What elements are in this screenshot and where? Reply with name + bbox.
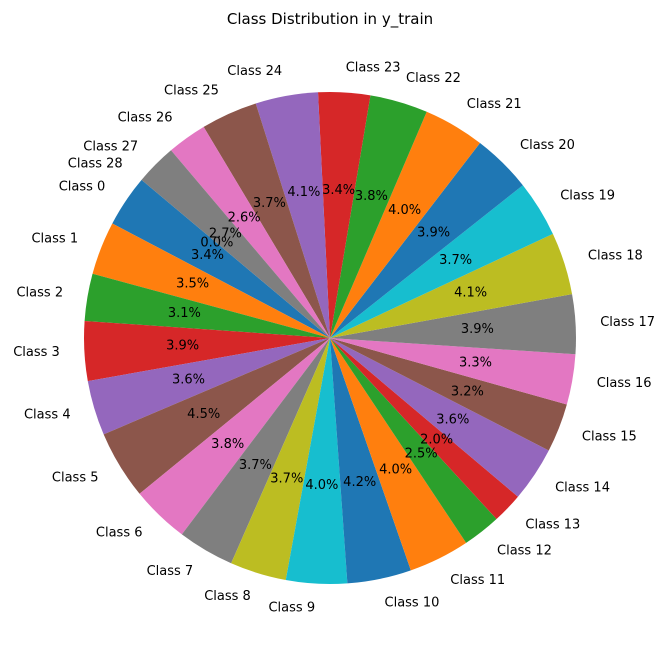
- slice-percent-class-20: 3.9%: [417, 225, 450, 240]
- slice-percent-class-0: 3.4%: [191, 248, 224, 263]
- slice-percent-class-11: 4.0%: [379, 463, 412, 478]
- slice-label-class-16: Class 16: [597, 376, 652, 391]
- slice-label-class-23: Class 23: [346, 60, 401, 75]
- pie-slice-class-20: [330, 143, 523, 338]
- slice-percent-class-22: 3.8%: [355, 189, 388, 204]
- slice-percent-class-27: 2.7%: [209, 226, 242, 241]
- slice-percent-class-15: 3.2%: [451, 385, 484, 400]
- slice-label-class-21: Class 21: [467, 97, 522, 112]
- slice-label-class-24: Class 24: [227, 64, 282, 79]
- pie-slice-class-27: [141, 150, 330, 338]
- slice-label-class-6: Class 6: [96, 526, 143, 541]
- slice-percent-class-2: 3.1%: [168, 306, 201, 321]
- slice-label-class-22: Class 22: [406, 71, 461, 86]
- slice-label-class-14: Class 14: [555, 481, 610, 496]
- slice-category-labels: Class 0 Class 1 Class 2 Class 3 Class 4 Class…: [13, 60, 655, 615]
- slice-percent-class-5: 4.5%: [187, 407, 220, 422]
- slice-percent-class-9: 4.0%: [305, 478, 338, 493]
- slice-label-class-26: Class 26: [118, 110, 173, 125]
- pie-slice-class-16: [330, 338, 576, 405]
- slice-label-class-9: Class 9: [268, 601, 315, 616]
- slice-label-class-27: Class 27: [83, 140, 138, 155]
- pie-slices: [83, 91, 576, 584]
- slice-label-class-17: Class 17: [600, 315, 655, 330]
- slice-percent-class-3: 3.9%: [166, 338, 199, 353]
- slice-label-class-1: Class 1: [31, 232, 78, 247]
- slice-label-class-4: Class 4: [24, 408, 71, 423]
- slice-label-class-12: Class 12: [497, 543, 552, 558]
- slice-percent-class-13: 2.0%: [420, 433, 453, 448]
- slice-label-class-11: Class 11: [450, 573, 505, 588]
- pie-slice-class-3: [83, 320, 330, 382]
- slice-percent-class-7: 3.7%: [239, 458, 272, 473]
- slice-percent-class-19: 3.7%: [439, 253, 472, 268]
- slice-label-class-7: Class 7: [147, 564, 194, 579]
- pie-slice-class-8: [231, 338, 330, 580]
- pie-slice-class-24: [255, 92, 330, 338]
- pie-slice-class-25: [203, 103, 330, 338]
- pie-slice-class-7: [181, 338, 330, 564]
- pie-slice-class-13: [330, 338, 518, 520]
- slice-percent-class-17: 3.9%: [461, 322, 494, 337]
- pie-slice-class-10: [330, 338, 411, 584]
- slice-percent-class-16: 3.3%: [459, 355, 492, 370]
- chart-title: Class Distribution in y_train: [227, 10, 433, 29]
- slice-label-class-13: Class 13: [525, 518, 580, 533]
- pie-slice-class-21: [330, 111, 480, 338]
- slice-percent-class-14: 3.6%: [436, 412, 469, 427]
- pie-slice-class-15: [330, 338, 567, 451]
- pie-slice-class-1: [92, 223, 330, 338]
- slice-label-class-2: Class 2: [16, 286, 63, 301]
- slice-label-class-20: Class 20: [520, 138, 575, 153]
- slice-percent-class-12: 2.5%: [405, 447, 438, 462]
- pie-slice-class-4: [87, 338, 330, 435]
- slice-label-class-19: Class 19: [560, 188, 615, 203]
- slice-label-class-10: Class 10: [385, 596, 440, 611]
- slice-label-class-5: Class 5: [52, 471, 99, 486]
- slice-label-class-8: Class 8: [204, 589, 251, 604]
- pie-slice-class-22: [330, 95, 427, 338]
- slice-percent-class-24: 4.1%: [287, 185, 320, 200]
- slice-percent-class-18: 4.1%: [454, 286, 487, 301]
- slice-label-class-15: Class 15: [582, 429, 637, 444]
- pie-slice-class-0: [112, 179, 330, 338]
- slice-percent-class-1: 3.5%: [176, 277, 209, 292]
- pie-slice-class-18: [330, 233, 573, 338]
- slice-percent-class-26: 2.6%: [228, 211, 261, 226]
- slice-percent-class-8: 3.7%: [270, 472, 303, 487]
- slice-percent-class-6: 3.8%: [211, 437, 244, 452]
- slice-label-class-3: Class 3: [13, 345, 60, 360]
- slice-label-class-25: Class 25: [164, 84, 219, 99]
- pie-slice-class-14: [330, 338, 549, 497]
- slice-label-class-28: Class 28: [68, 157, 123, 172]
- slice-percent-labels: 3.4%3.5%3.1%3.9%3.6%4.5%3.8%3.7%3.7% 4.0%…: [166, 183, 494, 493]
- pie-slice-class-2: [84, 273, 330, 338]
- slice-percent-class-21: 4.0%: [388, 203, 421, 218]
- pie-slice-class-6: [139, 338, 330, 535]
- slice-label-class-0: Class 0: [59, 180, 106, 195]
- pie-slice-class-19: [330, 185, 553, 338]
- slice-percent-class-25: 3.7%: [253, 196, 286, 211]
- pie-slice-class-5: [103, 338, 330, 494]
- pie-slice-class-17: [330, 294, 576, 355]
- slice-percent-class-28: 0.0%: [200, 236, 233, 251]
- slice-percent-class-23: 3.4%: [322, 183, 355, 198]
- slice-label-class-18: Class 18: [588, 248, 643, 263]
- pie-slice-class-12: [330, 338, 497, 543]
- slice-percent-class-4: 3.6%: [172, 373, 205, 388]
- pie-slice-class-9: [285, 338, 348, 584]
- slice-percent-class-10: 4.2%: [343, 475, 376, 490]
- pie-slice-class-23: [318, 91, 371, 338]
- pie-slice-class-11: [330, 338, 467, 571]
- pie-slice-class-26: [170, 126, 330, 338]
